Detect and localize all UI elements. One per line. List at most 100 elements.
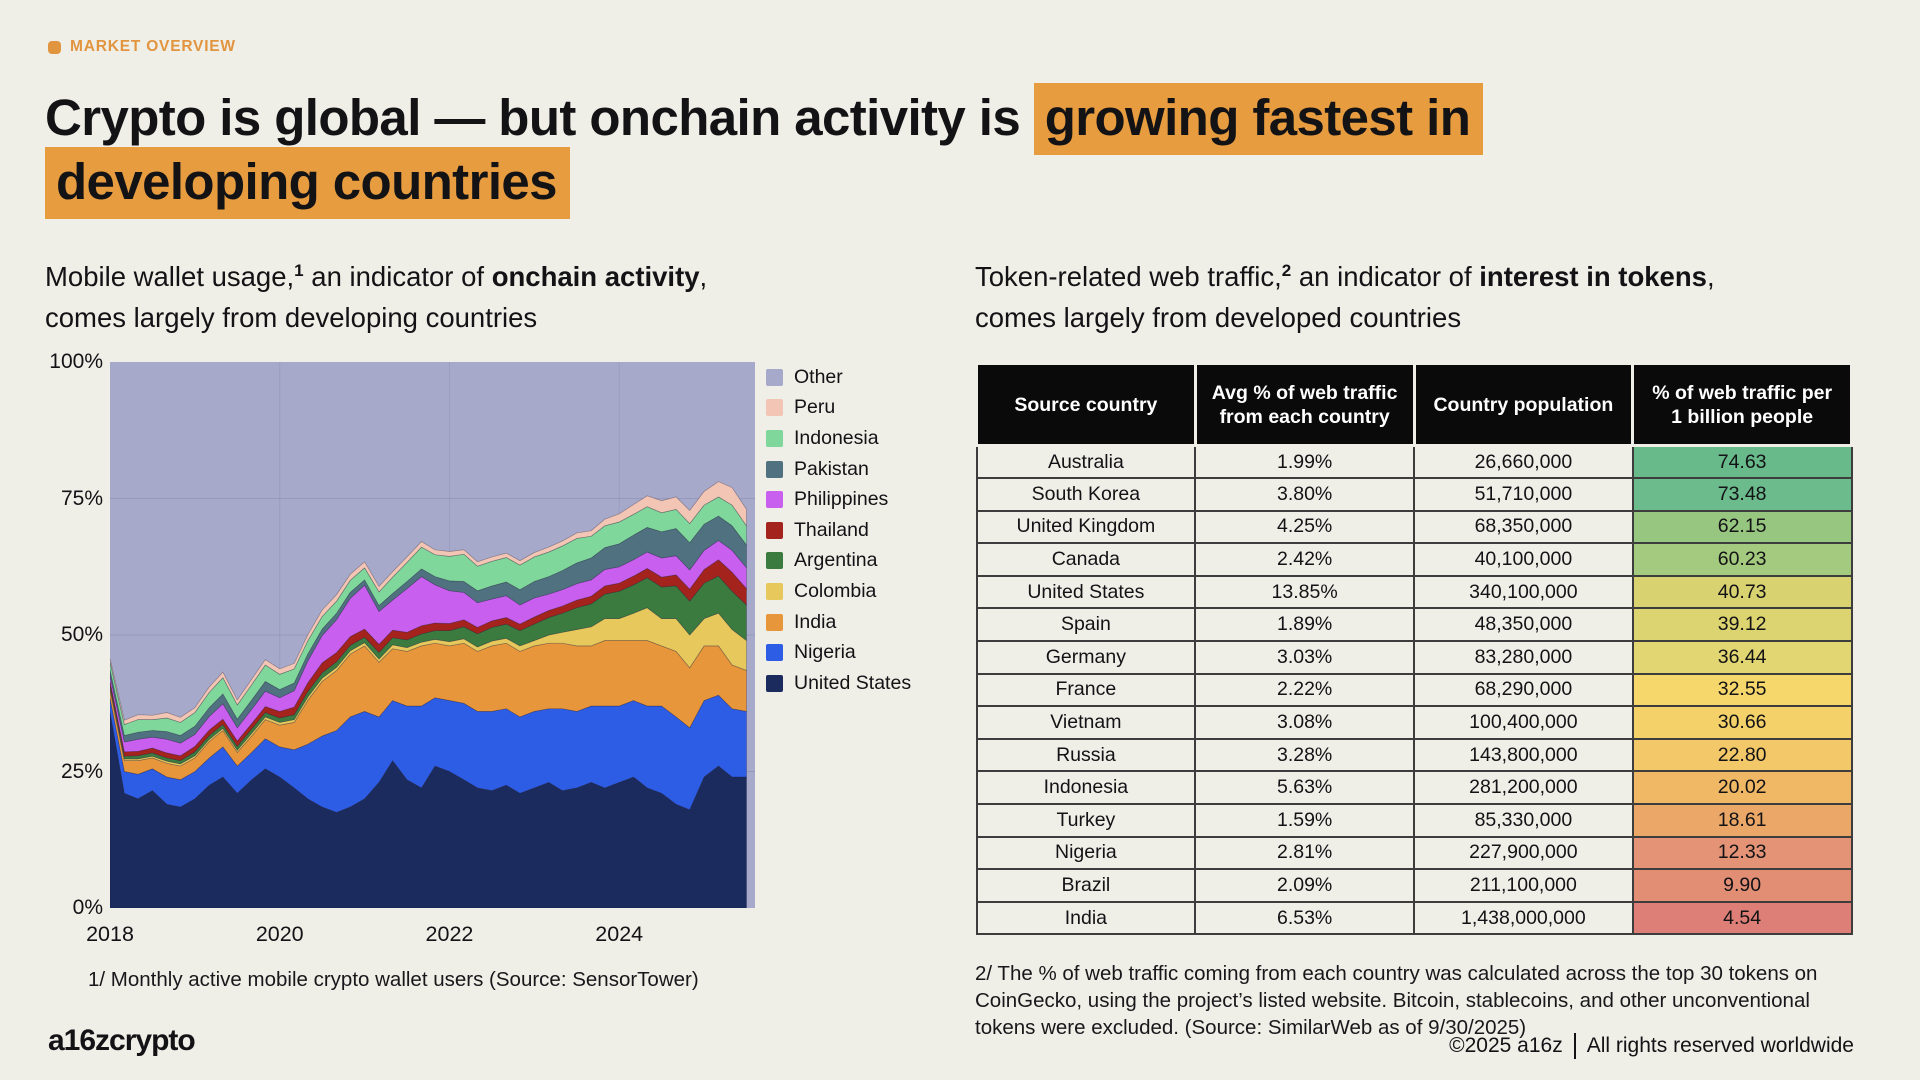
left-subtitle-footnote-marker: 1 [294, 260, 304, 280]
cell-per-billion: 12.33 [1631, 835, 1853, 871]
cell-per-billion: 39.12 [1631, 607, 1853, 643]
cell-per-billion: 30.66 [1631, 705, 1853, 740]
copyright-year: ©2025 a16z [1449, 1034, 1563, 1057]
cell-per-billion: 9.90 [1631, 868, 1853, 903]
cell-traffic-pct: 4.25% [1194, 509, 1415, 545]
area-thailand [110, 559, 747, 761]
table-row: Spain 1.89% 48,350,000 39.12 [975, 607, 1853, 643]
cell-population: 51,710,000 [1413, 477, 1634, 512]
cell-population: 83,280,000 [1413, 640, 1634, 675]
legend-item: Argentina [766, 546, 911, 577]
legend-label: Colombia [794, 579, 877, 602]
cell-country: France [975, 672, 1197, 708]
cell-traffic-pct: 6.53% [1194, 900, 1415, 936]
cell-population: 1,438,000,000 [1413, 900, 1634, 936]
legend-label: Indonesia [794, 426, 879, 449]
area-pakistan [110, 515, 747, 744]
table-row: Indonesia 5.63% 281,200,000 20.02 [975, 770, 1853, 806]
pipe-separator [1573, 1033, 1576, 1059]
cell-population: 26,660,000 [1413, 444, 1634, 480]
cell-population: 40,100,000 [1413, 542, 1634, 577]
cell-country: South Korea [975, 477, 1197, 512]
cell-country: Vietnam [975, 705, 1197, 740]
cell-country: Russia [975, 737, 1197, 773]
title-highlighted-text: developing countries [45, 147, 570, 219]
cell-per-billion: 74.63 [1631, 444, 1853, 480]
cell-country: Spain [975, 607, 1197, 643]
cell-population: 48,350,000 [1413, 607, 1634, 643]
right-subtitle-text: Token-related web traffic, [975, 261, 1282, 292]
table-row: India 6.53% 1,438,000,000 4.54 [975, 900, 1853, 936]
cell-population: 211,100,000 [1413, 868, 1634, 903]
table-row: Nigeria 2.81% 227,900,000 12.33 [975, 835, 1853, 871]
cell-traffic-pct: 5.63% [1194, 770, 1415, 806]
title-text: Crypto is global — but onchain activity … [45, 89, 1034, 146]
x-axis-label: 2022 [425, 922, 474, 946]
table-row: Vietnam 3.08% 100,400,000 30.66 [975, 705, 1853, 740]
wallet-chart-svg [110, 362, 755, 908]
y-axis-label: 0% [72, 896, 103, 919]
cell-per-billion: 20.02 [1631, 770, 1853, 806]
cell-traffic-pct: 3.80% [1194, 477, 1415, 512]
table-body: Australia 1.99% 26,660,000 74.63 South Korea… [975, 444, 1853, 936]
cell-traffic-pct: 3.03% [1194, 640, 1415, 675]
title-highlighted-text: growing fastest in [1033, 83, 1484, 155]
cell-population: 227,900,000 [1413, 835, 1634, 871]
legend-item: United States [766, 668, 911, 699]
cell-country: India [975, 900, 1197, 936]
y-axis-label: 75% [60, 486, 103, 510]
cell-country: Australia [975, 444, 1197, 480]
x-axis-label: 2024 [595, 922, 644, 946]
table-header-cell: Source country [975, 362, 1197, 447]
cell-per-billion: 22.80 [1631, 737, 1853, 773]
right-subtitle-line: comes largely from developed countries [975, 297, 1755, 338]
cell-population: 68,350,000 [1413, 509, 1634, 545]
left-subtitle-text: , [699, 261, 708, 292]
cell-country: United Kingdom [975, 509, 1197, 545]
legend-item: Pakistan [766, 454, 911, 485]
legend-swatch-thailand [766, 521, 783, 539]
cell-traffic-pct: 3.08% [1194, 705, 1415, 740]
legend-label: Philippines [794, 488, 889, 511]
rights-text: All rights reserved worldwide [1586, 1034, 1854, 1057]
table-header-cell: % of web traffic per 1 billion people [1631, 362, 1853, 447]
left-subtitle-text: an indicator of [303, 261, 492, 292]
legend-item: Peru [766, 393, 911, 424]
cell-per-billion: 60.23 [1631, 542, 1853, 577]
cell-per-billion: 36.44 [1631, 640, 1853, 675]
table-row: Russia 3.28% 143,800,000 22.80 [975, 737, 1853, 773]
legend-swatch-indonesia [766, 429, 783, 447]
cell-traffic-pct: 13.85% [1194, 574, 1415, 610]
table-row: Germany 3.03% 83,280,000 36.44 [975, 640, 1853, 675]
right-subtitle-text: interest in tokens [1479, 261, 1707, 292]
cell-traffic-pct: 2.81% [1194, 835, 1415, 871]
right-subtitle-text: an indicator of [1291, 261, 1480, 292]
right-subtitle: Token-related web traffic,2 an indicator… [975, 256, 1755, 338]
x-axis-label: 2018 [86, 922, 134, 946]
y-axis-label: 50% [60, 623, 103, 646]
x-axis-label: 2020 [255, 922, 304, 946]
legend-label: Nigeria [794, 641, 856, 664]
cell-traffic-pct: 1.89% [1194, 607, 1415, 643]
copyright: ©2025 a16z All rights reserved worldwide [1449, 1033, 1854, 1059]
legend-swatch-nigeria [766, 644, 783, 662]
legend-item: Indonesia [766, 423, 911, 454]
web-traffic-table: Source country Avg % of web traffic from … [975, 362, 1853, 936]
legend-item: India [766, 607, 911, 638]
legend-label: Argentina [794, 549, 878, 572]
table-row: United States 13.85% 340,100,000 40.73 [975, 574, 1853, 610]
cell-per-billion: 32.55 [1631, 672, 1853, 708]
left-subtitle-text: Mobile wallet usage, [45, 261, 295, 292]
table-row: United Kingdom 4.25% 68,350,000 62.15 [975, 509, 1853, 545]
cell-population: 340,100,000 [1413, 574, 1634, 610]
table-row: South Korea 3.80% 51,710,000 73.48 [975, 477, 1853, 512]
cell-country: Turkey [975, 803, 1197, 838]
right-subtitle-text: , [1706, 261, 1715, 292]
legend-swatch-argentina [766, 552, 783, 570]
cell-per-billion: 40.73 [1631, 574, 1853, 610]
cell-per-billion: 62.15 [1631, 509, 1853, 545]
cell-per-billion: 73.48 [1631, 477, 1853, 512]
cell-population: 143,800,000 [1413, 737, 1634, 773]
cell-country: Indonesia [975, 770, 1197, 806]
cell-traffic-pct: 2.22% [1194, 672, 1415, 708]
